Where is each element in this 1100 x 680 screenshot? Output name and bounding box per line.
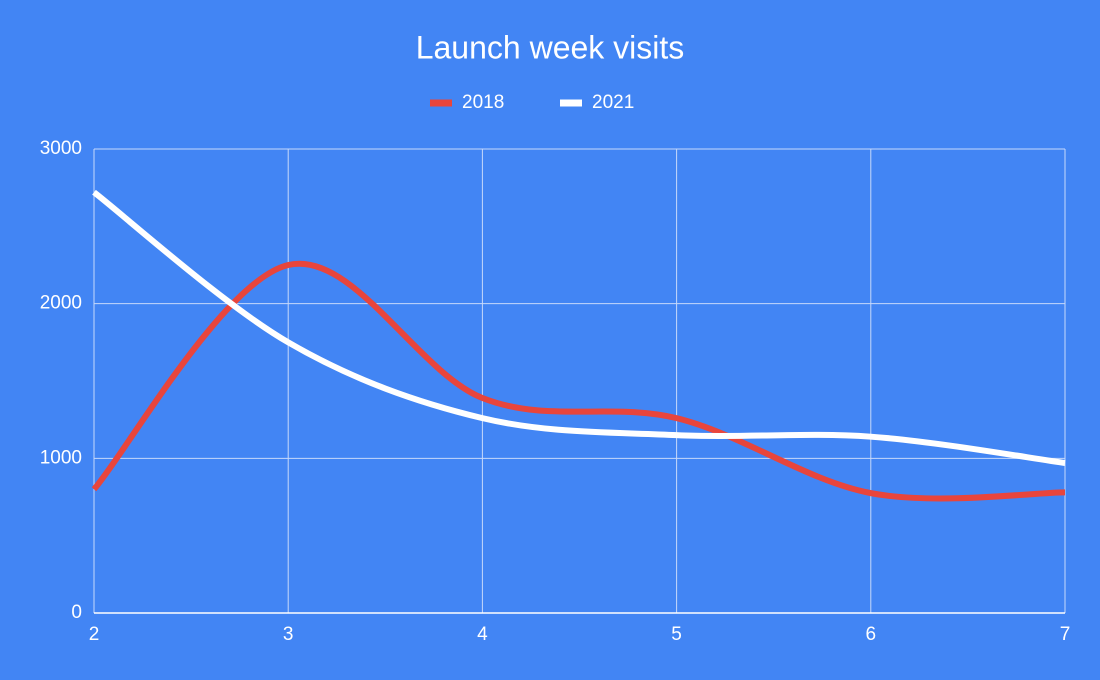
- legend-label: 2018: [462, 92, 504, 113]
- y-tick-label: 2000: [40, 293, 82, 314]
- y-tick-label: 1000: [40, 447, 82, 468]
- x-tick-label: 5: [671, 624, 682, 645]
- legend-label: 2021: [592, 92, 634, 113]
- x-tick-label: 6: [866, 624, 877, 645]
- chart-title: Launch week visits: [416, 29, 685, 65]
- x-tick-label: 4: [477, 624, 488, 645]
- x-tick-label: 3: [283, 624, 294, 645]
- series-line: [91, 260, 1066, 502]
- y-tick-label: 3000: [40, 138, 82, 159]
- series-line: [92, 189, 1066, 466]
- y-tick-label: 0: [71, 602, 82, 623]
- x-tick-label: 2: [89, 624, 100, 645]
- x-tick-label: 7: [1060, 624, 1071, 645]
